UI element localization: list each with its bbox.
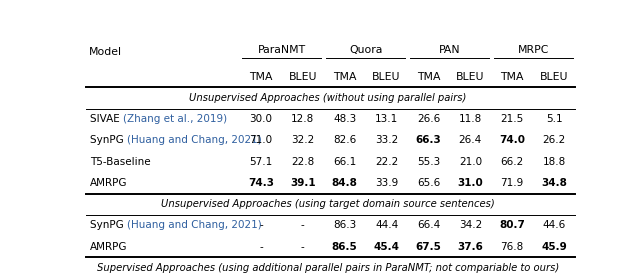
Text: 82.6: 82.6	[333, 136, 356, 145]
Text: 86.3: 86.3	[333, 221, 356, 230]
Text: 45.4: 45.4	[374, 242, 399, 252]
Text: 44.4: 44.4	[375, 221, 398, 230]
Text: (Zhang et al., 2019): (Zhang et al., 2019)	[123, 114, 227, 124]
Text: SIVAE: SIVAE	[90, 114, 123, 124]
Text: 31.0: 31.0	[458, 178, 483, 188]
Text: MRPC: MRPC	[518, 45, 549, 55]
Text: ParaNMT: ParaNMT	[258, 45, 306, 55]
Text: BLEU: BLEU	[372, 72, 401, 82]
Text: 74.0: 74.0	[499, 136, 525, 145]
Text: 65.6: 65.6	[417, 178, 440, 188]
Text: BLEU: BLEU	[540, 72, 568, 82]
Text: 55.3: 55.3	[417, 157, 440, 167]
Text: 33.2: 33.2	[375, 136, 398, 145]
Text: 26.6: 26.6	[417, 114, 440, 124]
Text: 76.8: 76.8	[500, 242, 524, 252]
Text: SynPG: SynPG	[90, 221, 127, 230]
Text: 21.5: 21.5	[500, 114, 524, 124]
Text: PAN: PAN	[438, 45, 460, 55]
Text: T5-Baseline: T5-Baseline	[90, 157, 150, 167]
Text: 18.8: 18.8	[543, 157, 566, 167]
Text: TMA: TMA	[500, 72, 524, 82]
Text: -: -	[301, 221, 305, 230]
Text: 39.1: 39.1	[290, 178, 316, 188]
Text: 84.8: 84.8	[332, 178, 358, 188]
Text: TMA: TMA	[249, 72, 273, 82]
Text: 26.2: 26.2	[543, 136, 566, 145]
Text: 86.5: 86.5	[332, 242, 358, 252]
Text: 66.3: 66.3	[415, 136, 442, 145]
Text: -: -	[259, 242, 263, 252]
Text: Unsupervised Approaches (without using parallel pairs): Unsupervised Approaches (without using p…	[189, 93, 467, 103]
Text: 74.3: 74.3	[248, 178, 274, 188]
Text: Quora: Quora	[349, 45, 382, 55]
Text: BLEU: BLEU	[289, 72, 317, 82]
Text: 12.8: 12.8	[291, 114, 314, 124]
Text: SynPG: SynPG	[90, 136, 127, 145]
Text: 22.8: 22.8	[291, 157, 314, 167]
Text: TMA: TMA	[333, 72, 356, 82]
Text: AMRPG: AMRPG	[90, 178, 127, 188]
Text: 21.0: 21.0	[459, 157, 482, 167]
Text: 34.2: 34.2	[459, 221, 482, 230]
Text: -: -	[301, 242, 305, 252]
Text: 5.1: 5.1	[546, 114, 563, 124]
Text: (Huang and Chang, 2021): (Huang and Chang, 2021)	[127, 136, 262, 145]
Text: (Huang and Chang, 2021): (Huang and Chang, 2021)	[127, 221, 262, 230]
Text: BLEU: BLEU	[456, 72, 484, 82]
Text: 80.7: 80.7	[499, 221, 525, 230]
Text: 48.3: 48.3	[333, 114, 356, 124]
Text: 33.9: 33.9	[375, 178, 398, 188]
Text: 66.1: 66.1	[333, 157, 356, 167]
Text: 71.9: 71.9	[500, 178, 524, 188]
Text: Model: Model	[88, 47, 122, 57]
Text: 22.2: 22.2	[375, 157, 398, 167]
Text: 30.0: 30.0	[250, 114, 273, 124]
Text: 57.1: 57.1	[250, 157, 273, 167]
Text: TMA: TMA	[417, 72, 440, 82]
Text: 66.4: 66.4	[417, 221, 440, 230]
Text: 34.8: 34.8	[541, 178, 567, 188]
Text: 66.2: 66.2	[500, 157, 524, 167]
Text: -: -	[259, 221, 263, 230]
Text: Supervised Approaches (using additional parallel pairs in ParaNMT; not compariab: Supervised Approaches (using additional …	[97, 263, 559, 273]
Text: Unsupervised Approaches (using target domain source sentences): Unsupervised Approaches (using target do…	[161, 199, 495, 209]
Text: 67.5: 67.5	[415, 242, 442, 252]
Text: 44.6: 44.6	[543, 221, 566, 230]
Text: 13.1: 13.1	[375, 114, 398, 124]
Text: AMRPG: AMRPG	[90, 242, 127, 252]
Text: 11.8: 11.8	[459, 114, 482, 124]
Text: 26.4: 26.4	[459, 136, 482, 145]
Text: 71.0: 71.0	[250, 136, 273, 145]
Text: 32.2: 32.2	[291, 136, 314, 145]
Text: 45.9: 45.9	[541, 242, 567, 252]
Text: 37.6: 37.6	[458, 242, 483, 252]
